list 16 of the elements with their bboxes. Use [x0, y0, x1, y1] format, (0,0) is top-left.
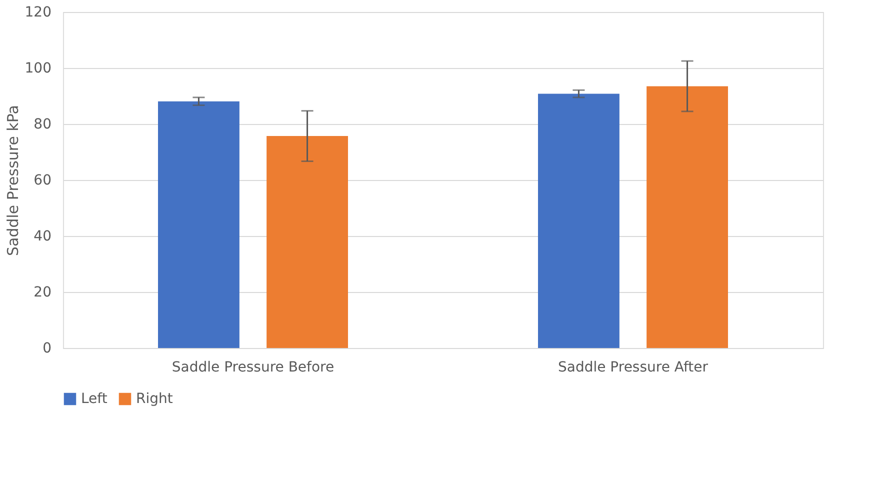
bar [538, 94, 620, 348]
y-tick-label: 80 [34, 116, 52, 132]
y-tick-label: 20 [34, 284, 52, 300]
x-tick-label: Saddle Pressure Before [172, 360, 334, 376]
legend-label: Left [81, 391, 108, 407]
x-tick-label: Saddle Pressure After [558, 360, 708, 376]
bar [646, 86, 728, 348]
y-tick-label: 120 [24, 4, 52, 20]
bar [266, 136, 348, 348]
y-axis-title: Saddle Pressure kPa [4, 105, 22, 256]
y-tick-label: 100 [24, 60, 52, 76]
legend-label: Right [136, 391, 174, 407]
bar [158, 101, 240, 348]
y-tick-label: 40 [34, 228, 52, 244]
y-tick-label: 60 [34, 172, 52, 188]
y-tick-label: 0 [42, 340, 52, 356]
